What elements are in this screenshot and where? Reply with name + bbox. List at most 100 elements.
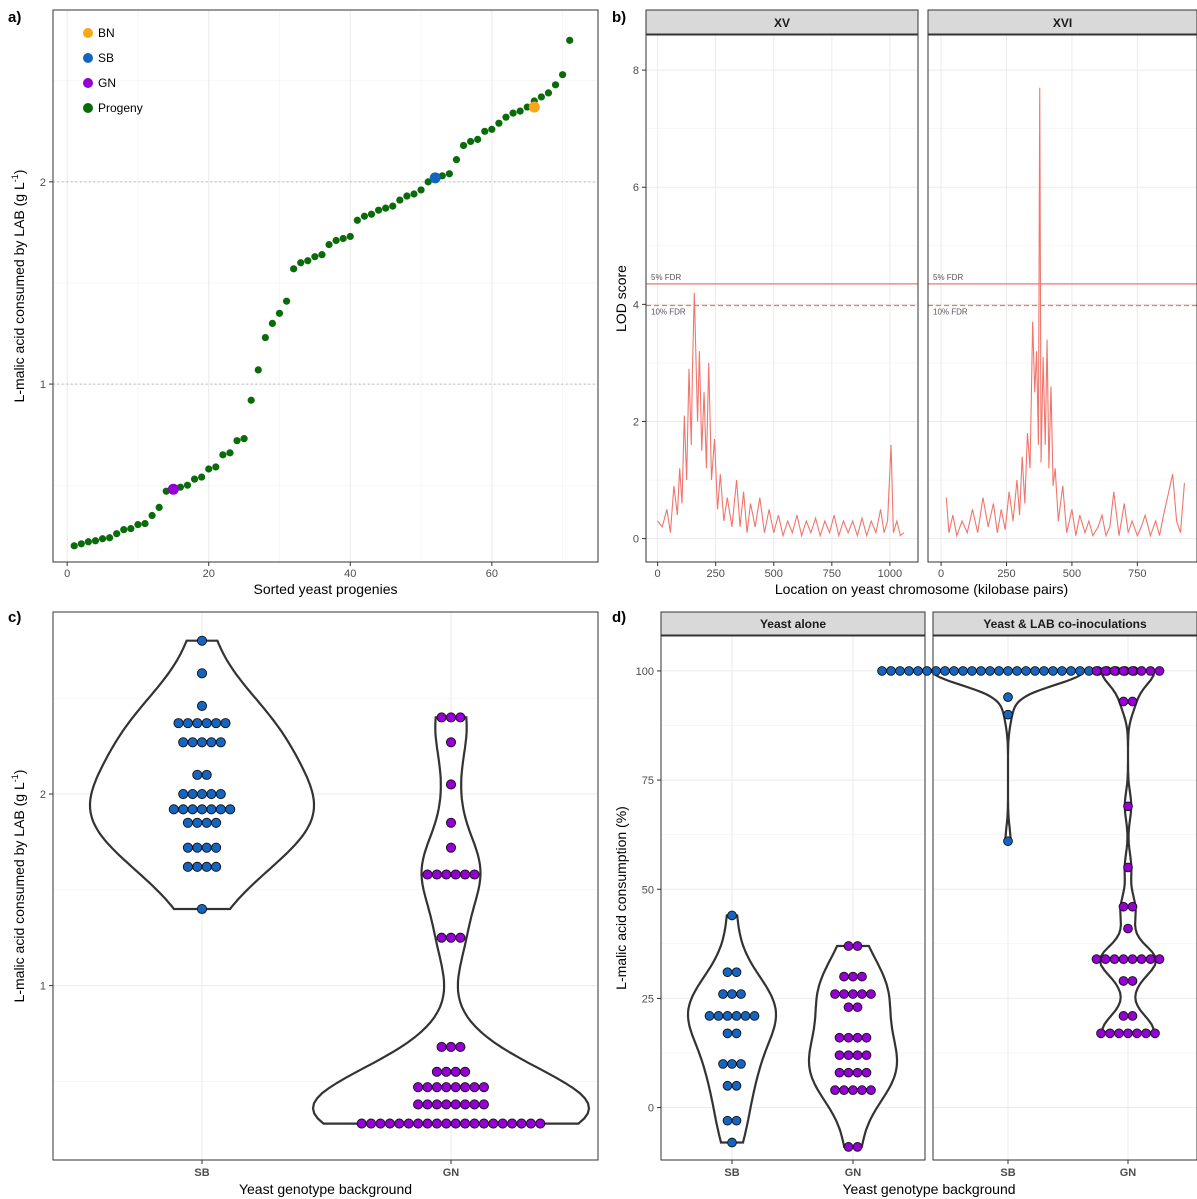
y-tick-label: 4 <box>633 299 639 311</box>
data-point-progeny <box>495 119 503 127</box>
data-point-sb <box>922 666 932 676</box>
y-tick-label: 1 <box>40 379 46 391</box>
data-point-progeny <box>98 535 107 543</box>
data-point-progeny <box>417 186 425 194</box>
data-point-sb <box>225 804 236 815</box>
data-point-gn <box>1105 1028 1115 1039</box>
data-point-gn <box>834 1032 845 1043</box>
data-point-gn <box>830 1085 840 1095</box>
data-point-sb <box>196 700 208 711</box>
data-point-parent-gn <box>167 483 179 495</box>
data-point-sb <box>201 861 212 872</box>
data-point-gn <box>441 1082 452 1093</box>
data-point-sb <box>731 1011 742 1021</box>
data-point-progeny <box>297 259 305 267</box>
data-point-progeny <box>134 520 142 529</box>
data-point-progeny <box>91 537 100 545</box>
y-tick-label: 2 <box>633 416 639 428</box>
data-point-sb <box>1003 666 1013 676</box>
data-point-sb <box>731 1115 742 1126</box>
data-point-progeny <box>70 542 78 550</box>
legend-label: Progeny <box>98 101 143 115</box>
data-point-sb <box>196 788 208 800</box>
data-point-gn <box>445 712 457 723</box>
data-point-gn <box>843 941 854 951</box>
x-tick-label: GN <box>1120 1167 1137 1179</box>
y-tick-label: 50 <box>642 884 654 896</box>
data-point-progeny <box>410 190 418 198</box>
x-tick-label: 750 <box>823 568 841 580</box>
x-tick-label: 1000 <box>878 568 902 580</box>
data-point-progeny <box>353 216 361 224</box>
data-point-gn <box>469 1118 480 1129</box>
data-point-gn <box>460 1099 471 1110</box>
x-tick-label: 0 <box>655 568 661 580</box>
data-point-sb <box>727 910 737 921</box>
y-tick-label: 100 <box>636 666 654 678</box>
lod-curve-xv <box>657 292 905 538</box>
data-point-sb <box>731 1080 742 1091</box>
data-point-sb <box>220 718 231 729</box>
data-point-gn <box>852 1032 863 1043</box>
data-point-gn <box>830 989 840 999</box>
data-point-sb <box>994 666 1004 676</box>
data-point-gn <box>455 932 466 943</box>
data-point-gn <box>431 1082 442 1093</box>
legend-key-gn <box>83 78 93 88</box>
data-point-gn <box>866 989 876 999</box>
data-point-gn <box>1118 696 1129 707</box>
data-point-sb <box>201 842 212 853</box>
data-point-gn <box>525 1118 536 1129</box>
data-point-sb <box>985 666 995 676</box>
panel-b-letter: b) <box>612 9 626 26</box>
y-tick-label: 0 <box>633 534 639 546</box>
data-point-gn <box>445 1041 457 1053</box>
data-point-sb <box>192 817 203 828</box>
facet-strip <box>645 9 919 35</box>
data-point-gn <box>507 1118 518 1129</box>
data-point-gn <box>1118 954 1129 964</box>
data-point-progeny <box>396 196 404 204</box>
data-point-gn <box>478 1118 489 1129</box>
facet-strip <box>660 611 926 636</box>
data-point-sb <box>949 666 959 676</box>
data-point-progeny <box>367 210 376 218</box>
data-point-gn <box>422 1099 433 1110</box>
data-point-gn <box>843 1032 854 1043</box>
data-point-progeny <box>127 525 135 533</box>
data-point-parent-bn <box>528 101 540 113</box>
data-point-gn <box>1127 954 1138 964</box>
data-point-sb <box>211 842 222 853</box>
data-point-gn <box>1123 862 1133 873</box>
x-axis-title: Yeast genotype background <box>239 1181 412 1197</box>
x-tick-label: 250 <box>707 568 725 580</box>
data-point-gn <box>1118 1011 1129 1021</box>
data-point-progeny <box>304 257 312 265</box>
data-point-sb <box>1075 666 1085 676</box>
data-point-sb <box>1012 666 1022 676</box>
data-point-gn <box>861 1067 872 1078</box>
panel-c-letter: c) <box>8 609 21 626</box>
data-point-gn <box>857 989 867 999</box>
data-point-progeny <box>247 396 255 404</box>
data-point-gn <box>843 1050 854 1061</box>
x-tick-label: 40 <box>344 568 356 580</box>
data-point-gn <box>843 1002 854 1013</box>
data-point-gn <box>375 1118 386 1129</box>
data-point-gn <box>441 1118 452 1129</box>
legend-label: BN <box>98 26 115 40</box>
facet-strip-label: Yeast & LAB co-inoculations <box>983 617 1147 631</box>
data-point-progeny <box>254 366 262 374</box>
data-point-gn <box>857 1085 867 1095</box>
data-point-gn <box>1127 976 1138 986</box>
data-point-progeny <box>219 451 227 459</box>
data-point-gn <box>843 1067 854 1078</box>
x-axis-title: Sorted yeast progenies <box>254 581 398 597</box>
fdr-threshold-label: 10% FDR <box>933 308 968 317</box>
data-point-gn <box>1127 1011 1138 1021</box>
x-axis-title: Yeast genotype background <box>842 1181 1015 1197</box>
data-point-gn <box>469 1082 480 1093</box>
data-point-sb <box>722 1115 733 1126</box>
data-point-gn <box>431 1099 442 1110</box>
data-point-gn <box>848 971 858 982</box>
